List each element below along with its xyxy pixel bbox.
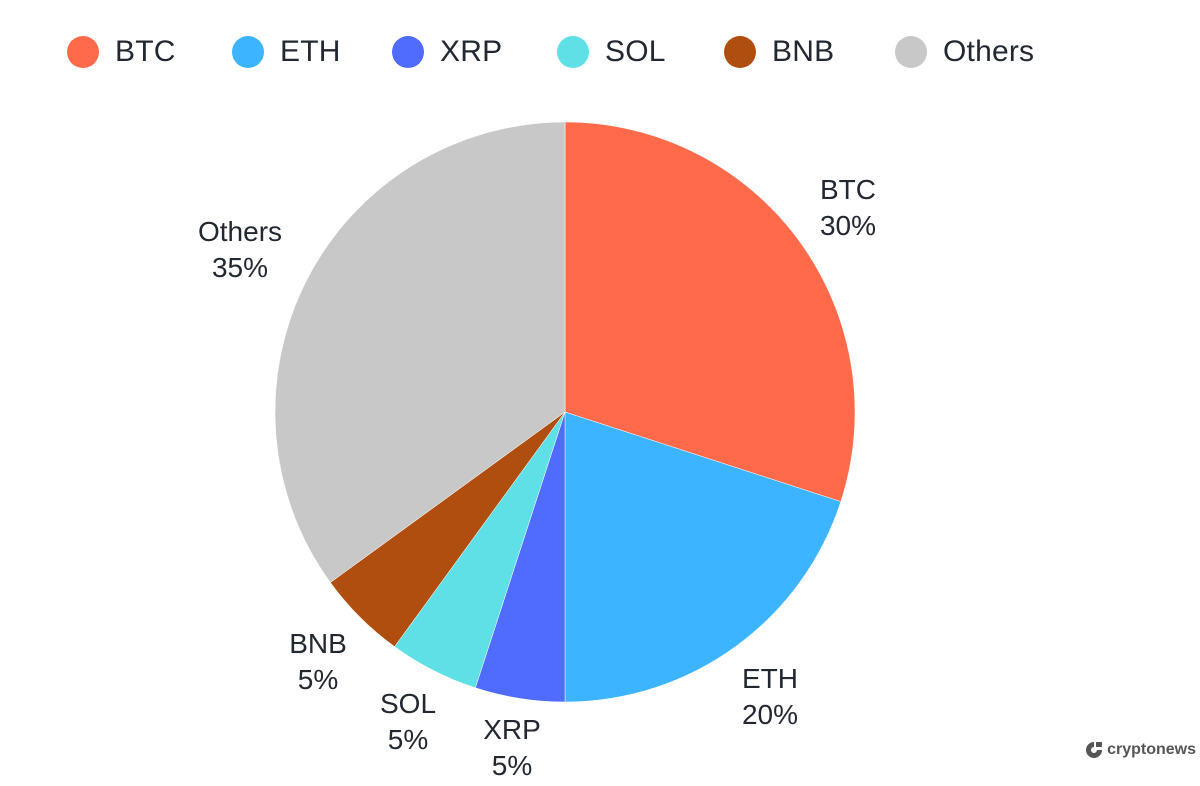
slice-label-eth: ETH 20%: [742, 661, 798, 733]
slice-label-name: XRP: [483, 714, 541, 745]
legend-item-eth[interactable]: ETH: [232, 33, 341, 71]
legend-label: SOL: [605, 35, 666, 68]
slice-label-name: Others: [197, 216, 283, 247]
slice-label-pct: 5%: [297, 664, 339, 695]
legend-label: Others: [943, 35, 1035, 68]
legend-item-bnb[interactable]: BNB: [724, 33, 834, 71]
legend-swatch-sol: [557, 36, 589, 68]
legend-label: BTC: [115, 35, 176, 68]
slice-label-others: Others 35%: [198, 214, 282, 286]
cryptonews-logo-icon: [1086, 742, 1103, 758]
slice-label-pct: 5%: [491, 750, 533, 781]
slice-label-bnb: BNB 5%: [289, 626, 347, 698]
slice-label-name: SOL: [379, 688, 437, 719]
legend-swatch-others: [895, 36, 927, 68]
slice-label-sol: SOL 5%: [380, 686, 436, 758]
slice-label-pct: 30%: [819, 210, 877, 241]
cryptonews-watermark: cryptonews: [1085, 741, 1196, 759]
legend-label: XRP: [440, 35, 503, 68]
legend-item-others[interactable]: Others: [895, 33, 1034, 71]
slice-label-btc: BTC 30%: [820, 172, 876, 244]
legend-swatch-xrp: [392, 36, 424, 68]
slice-label-name: BTC: [819, 174, 876, 205]
pie-slice-others[interactable]: [274, 121, 566, 583]
legend-swatch-bnb: [724, 36, 756, 68]
slice-label-xrp: XRP 5%: [483, 712, 541, 784]
slice-label-pct: 35%: [211, 252, 269, 283]
pie-slices: [274, 121, 856, 703]
pie-slice-btc[interactable]: [564, 121, 856, 502]
legend-item-sol[interactable]: SOL: [557, 33, 666, 71]
slice-label-pct: 20%: [741, 699, 799, 730]
pie-slice-eth[interactable]: [564, 411, 842, 703]
legend-item-xrp[interactable]: XRP: [392, 33, 502, 71]
legend-label: ETH: [280, 35, 341, 68]
chart-legend: BTC ETH XRP SOL BNB Others: [0, 0, 1200, 100]
watermark-text: cryptonews: [1107, 741, 1196, 758]
legend-item-btc[interactable]: BTC: [67, 33, 176, 71]
slice-label-pct: 5%: [387, 724, 429, 755]
slice-label-name: ETH: [741, 663, 798, 694]
legend-swatch-btc: [67, 36, 99, 68]
legend-swatch-eth: [232, 36, 264, 68]
slice-label-name: BNB: [289, 628, 347, 659]
legend-label: BNB: [772, 35, 835, 68]
